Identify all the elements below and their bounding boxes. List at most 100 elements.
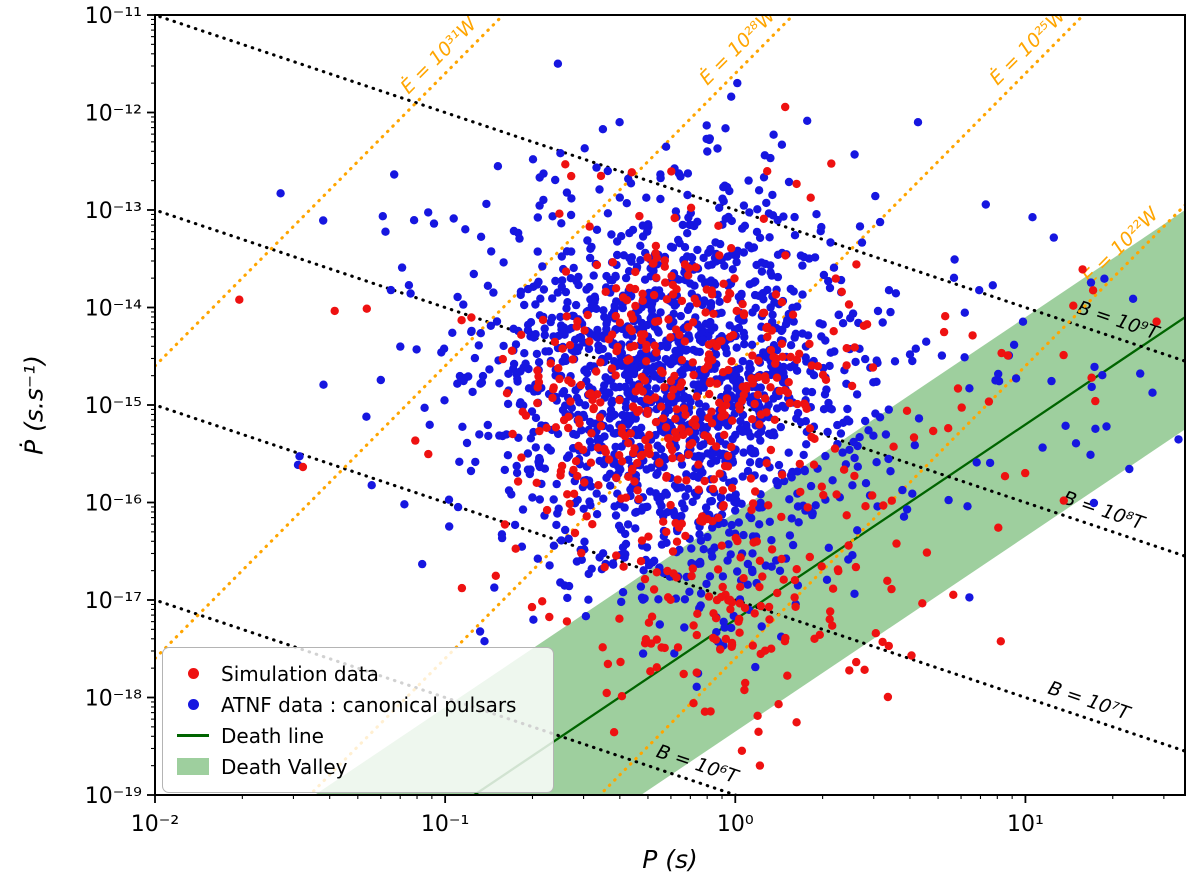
data-point: [743, 580, 752, 589]
data-point: [628, 225, 638, 235]
data-point: [965, 593, 974, 602]
data-point: [595, 185, 604, 194]
data-point: [666, 377, 676, 386]
data-point: [704, 248, 713, 257]
data-point: [666, 242, 676, 251]
data-point: [448, 328, 457, 337]
data-point: [528, 155, 538, 164]
data-point: [703, 532, 712, 542]
data-point: [1098, 371, 1107, 380]
data-point: [644, 442, 653, 452]
data-point: [829, 327, 838, 336]
y-tick-label: 10⁻¹⁴: [85, 297, 142, 322]
data-point: [805, 424, 815, 433]
data-point: [803, 331, 813, 340]
data-point: [799, 450, 808, 460]
data-point: [474, 341, 483, 350]
data-point: [515, 234, 524, 243]
data-point: [593, 325, 602, 335]
data-point: [737, 746, 747, 755]
data-point: [535, 456, 545, 465]
data-point: [861, 354, 870, 364]
data-point: [812, 210, 821, 219]
data-point: [720, 430, 729, 440]
data-point: [652, 348, 661, 357]
data-point: [764, 209, 774, 218]
data-point: [376, 375, 385, 385]
data-point: [626, 429, 635, 438]
data-point: [660, 256, 669, 265]
data-point: [542, 423, 551, 432]
data-point: [400, 500, 409, 509]
data-point: [770, 415, 779, 424]
data-point: [729, 375, 738, 385]
data-point: [892, 539, 901, 548]
legend-item-label: Simulation data: [221, 661, 379, 686]
data-point: [652, 470, 661, 479]
data-point: [644, 618, 654, 627]
data-point: [713, 565, 723, 574]
data-point: [726, 605, 735, 614]
data-point: [735, 364, 744, 373]
data-point: [821, 336, 830, 345]
data-point: [617, 692, 627, 701]
data-point: [671, 207, 681, 216]
data-point: [643, 253, 652, 262]
data-point: [666, 500, 675, 510]
data-point: [637, 536, 647, 545]
data-point: [576, 380, 586, 390]
data-point: [821, 451, 830, 461]
data-point: [556, 149, 565, 158]
data-point: [235, 295, 244, 304]
data-point: [457, 583, 467, 593]
data-point: [731, 506, 740, 515]
data-point: [716, 492, 726, 502]
data-point: [592, 510, 602, 519]
data-point: [556, 312, 565, 322]
data-point: [728, 416, 737, 425]
data-point: [825, 615, 834, 624]
data-point: [471, 457, 480, 467]
data-point: [696, 407, 705, 416]
data-point: [822, 575, 832, 584]
data-point: [709, 309, 718, 318]
data-point: [649, 259, 658, 268]
data-point: [631, 414, 640, 423]
data-point: [844, 300, 854, 309]
data-point: [623, 388, 632, 398]
data-point: [677, 424, 686, 433]
data-point: [585, 222, 594, 231]
data-point: [842, 344, 851, 353]
data-point: [619, 562, 628, 571]
data-point: [944, 495, 953, 505]
data-point: [584, 344, 594, 354]
data-point: [571, 300, 581, 310]
data-point: [822, 385, 831, 394]
data-point: [664, 315, 673, 324]
data-point: [747, 513, 756, 523]
data-point: [533, 398, 542, 408]
data-point: [470, 353, 480, 363]
data-point: [669, 385, 678, 394]
data-point: [586, 501, 595, 510]
data-point: [521, 359, 530, 368]
data-point: [662, 295, 672, 304]
data-point: [756, 498, 765, 508]
data-point: [801, 387, 811, 396]
data-point: [596, 171, 606, 181]
data-point: [908, 356, 917, 366]
data-point: [588, 395, 597, 405]
data-point: [672, 537, 682, 546]
x-axis-label: P (s): [642, 845, 698, 874]
data-point: [864, 426, 873, 435]
data-point: [705, 389, 714, 399]
data-point: [729, 477, 738, 486]
data-point: [869, 378, 878, 387]
data-point: [599, 494, 608, 503]
data-point: [960, 308, 969, 317]
data-point: [739, 309, 749, 318]
data-point: [613, 342, 622, 352]
data-point: [424, 208, 433, 217]
data-point: [636, 241, 645, 250]
data-point: [721, 634, 731, 644]
